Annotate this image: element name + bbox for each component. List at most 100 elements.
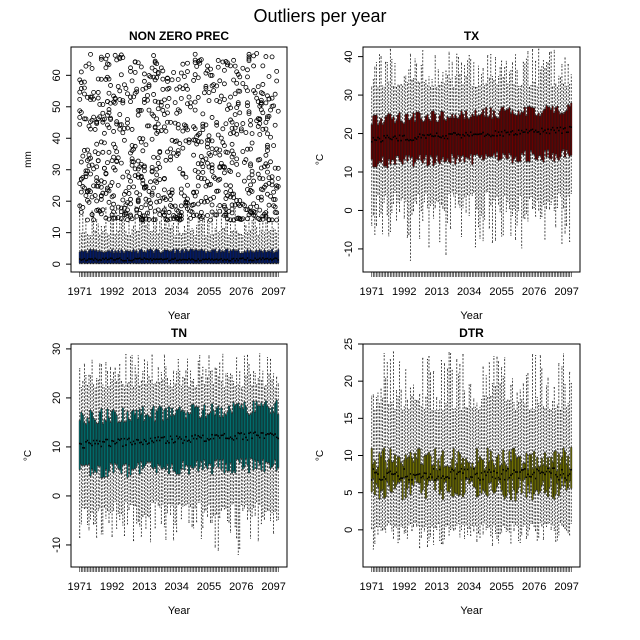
outlier-point — [117, 112, 123, 117]
outlier-point — [101, 165, 107, 171]
whisker-caps — [371, 351, 572, 550]
outlier-point — [111, 209, 117, 215]
outlier-point — [168, 197, 173, 203]
outlier-point — [91, 114, 97, 120]
outlier-point — [240, 121, 246, 126]
outlier-point — [106, 125, 112, 131]
boxes — [370, 447, 573, 501]
outlier-point — [94, 121, 100, 127]
outlier-point — [145, 97, 150, 103]
outlier-point — [260, 63, 266, 69]
outlier-point — [265, 116, 270, 122]
x-tick-label: 1992 — [100, 581, 124, 593]
outlier-point — [157, 198, 163, 204]
outlier-point — [85, 147, 90, 153]
outlier-point — [166, 96, 172, 101]
outlier-point — [252, 90, 258, 96]
outlier-point — [163, 128, 169, 134]
outlier-point — [98, 193, 104, 199]
outlier-point — [146, 216, 152, 222]
outlier-point — [89, 162, 95, 168]
outlier-point — [146, 107, 152, 113]
outlier-point — [151, 113, 157, 119]
outlier-point — [209, 202, 215, 208]
outlier-point — [128, 150, 133, 156]
outlier-point — [108, 83, 113, 88]
x-tick-label: 2034 — [164, 581, 188, 593]
y-tick-label: 0 — [51, 493, 63, 499]
outlier-point — [228, 131, 233, 137]
outlier-point — [221, 164, 227, 170]
outlier-point — [91, 96, 97, 102]
outlier-point — [177, 108, 183, 114]
outlier-point — [83, 63, 89, 69]
outlier-point — [209, 162, 215, 168]
outlier-point — [260, 176, 266, 182]
outlier-point — [248, 182, 253, 188]
outlier-point — [125, 117, 130, 122]
outlier-point — [135, 158, 141, 164]
outlier-point — [85, 94, 90, 100]
outlier-point — [194, 64, 200, 69]
outlier-point — [198, 209, 204, 215]
outlier-point — [231, 217, 237, 223]
medians — [79, 257, 279, 262]
outlier-point — [211, 88, 217, 94]
outlier-point — [168, 216, 173, 222]
outlier-point — [123, 86, 129, 91]
outlier-point — [257, 121, 263, 126]
outlier-point — [243, 130, 249, 135]
outlier-point — [89, 66, 95, 71]
outlier-point — [165, 217, 170, 223]
outlier-point — [148, 179, 153, 185]
outlier-point — [151, 185, 157, 191]
outlier-point — [208, 153, 213, 158]
x-axis: 1971 1992 2013 2034 2055 2076 2097 Year — [68, 272, 286, 322]
outlier-point — [91, 217, 97, 223]
outlier-point — [208, 182, 213, 187]
outlier-point — [192, 51, 198, 57]
outlier-point — [246, 51, 252, 57]
outlier-point — [217, 176, 223, 182]
outlier-point — [208, 66, 213, 72]
outlier-point — [232, 112, 238, 117]
outlier-point — [198, 57, 204, 62]
outlier-point — [128, 201, 133, 207]
outlier-point — [166, 85, 172, 91]
outlier-point — [140, 136, 146, 142]
outlier-point — [274, 210, 280, 216]
outlier-point — [274, 78, 280, 84]
outlier-point — [271, 143, 277, 149]
outlier-point — [91, 90, 97, 95]
outlier-point — [152, 208, 158, 214]
outlier-point — [165, 119, 170, 125]
outlier-point — [229, 119, 235, 125]
outlier-point — [245, 103, 250, 109]
outlier-point — [128, 178, 133, 184]
outlier-point — [168, 146, 173, 152]
outlier-point — [251, 178, 257, 184]
outlier-point — [221, 143, 227, 148]
outlier-point — [231, 57, 237, 63]
outlier-point — [88, 189, 93, 195]
outlier-point — [120, 98, 126, 104]
outlier-point — [143, 142, 149, 148]
x-tick-label: 1992 — [392, 286, 416, 298]
y-tick-label: 20 — [51, 195, 63, 207]
outlier-point — [195, 95, 201, 100]
outlier-point — [106, 107, 112, 112]
outlier-point — [265, 142, 270, 148]
y-tick-label: 10 — [51, 441, 63, 453]
outlier-point — [129, 216, 135, 222]
outlier-point — [138, 173, 144, 179]
x-tick-label: 2055 — [197, 286, 221, 298]
outlier-point — [160, 107, 166, 113]
outlier-point — [208, 217, 213, 223]
outlier-point — [165, 103, 170, 109]
outlier-point — [177, 141, 183, 146]
x-tick-label: 1971 — [68, 286, 92, 298]
x-axis: 1971 1992 2013 2034 2055 2076 2097 Year — [68, 567, 286, 617]
outlier-point — [201, 90, 207, 96]
outlier-point — [106, 149, 112, 155]
outlier-point — [192, 72, 198, 78]
